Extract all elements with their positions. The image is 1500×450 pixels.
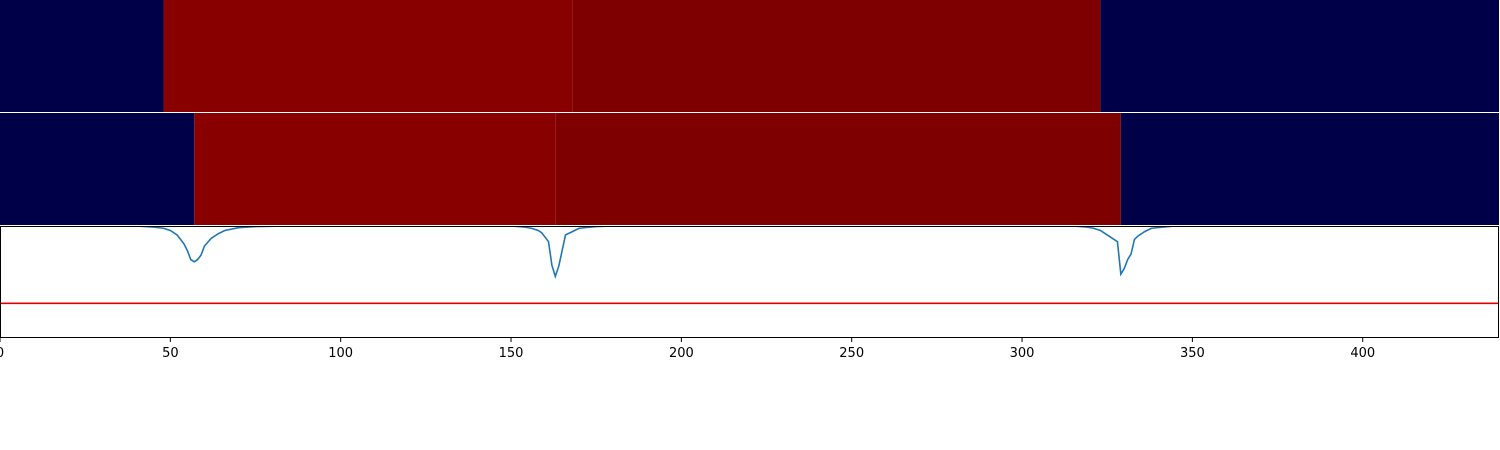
line-plot-area: [0, 226, 1499, 305]
line-panel-frame: [0, 226, 1499, 338]
heatmap-segment-2-2: [194, 113, 556, 225]
x-tick-label-300: 300: [1010, 346, 1035, 361]
x-tick-label-350: 350: [1180, 346, 1205, 361]
signal-line: [136, 226, 1176, 280]
x-tick-label-50: 50: [162, 346, 179, 361]
x-axis: 0 50 100 150 200 250 300 350 400: [0, 338, 1375, 361]
heatmap-segment-1-3: [572, 0, 1101, 112]
heatmap-panel-middle: [0, 113, 1499, 225]
x-tick-label-250: 250: [839, 346, 864, 361]
x-tick-label-150: 150: [499, 346, 524, 361]
x-tick-label-400: 400: [1350, 346, 1375, 361]
heatmap-segment-2-1: [0, 113, 195, 225]
heatmap-segment-1-4: [1100, 0, 1499, 112]
heatmap-segment-2-4: [1120, 113, 1499, 225]
heatmap-segment-1-2: [163, 0, 573, 112]
line-panel-bottom: [0, 226, 1499, 338]
x-tick-label-0: 0: [0, 346, 4, 361]
heatmap-panel-top: [0, 0, 1499, 112]
x-tick-label-100: 100: [328, 346, 353, 361]
x-tick-label-200: 200: [669, 346, 694, 361]
heatmap-segment-2-3: [555, 113, 1121, 225]
heatmap-segment-1-1: [0, 0, 164, 112]
